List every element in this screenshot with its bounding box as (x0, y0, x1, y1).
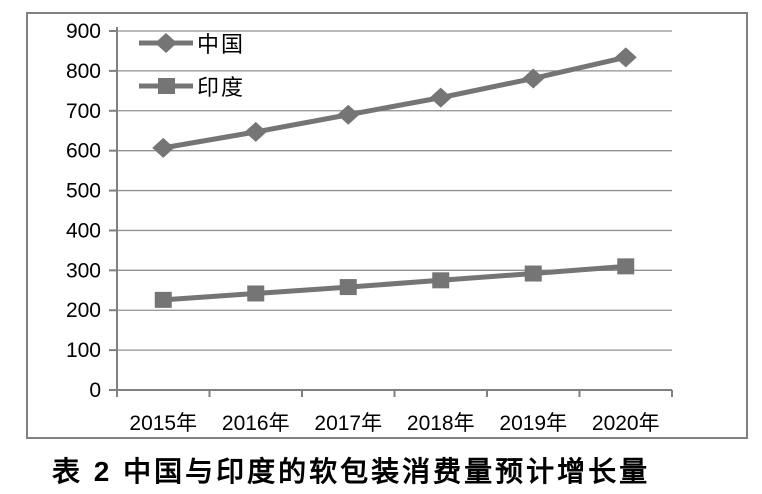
data-point-square (432, 272, 450, 289)
data-point-square (617, 258, 635, 275)
legend-label-china: 中国 (197, 32, 246, 57)
data-point-diamond (429, 87, 452, 108)
y-axis-label: 700 (66, 100, 101, 123)
diamond-marker-icon (139, 33, 193, 53)
data-point-diamond (522, 68, 545, 89)
legend-label-india: 印度 (197, 75, 246, 100)
y-axis-label: 800 (66, 60, 101, 83)
y-axis-label: 200 (66, 299, 101, 322)
data-point-square (154, 291, 172, 308)
y-axis-label: 500 (66, 180, 101, 203)
data-point-square (339, 279, 357, 296)
legend-item-china: 中国 (139, 30, 246, 57)
legend: 中国 印度 (139, 30, 246, 100)
y-axis-label: 400 (66, 219, 101, 242)
x-axis-label: 2018年 (407, 412, 475, 435)
legend-item-india: 印度 (139, 73, 246, 100)
y-axis-label: 100 (66, 339, 101, 362)
data-point-diamond (614, 47, 637, 68)
data-point-square (247, 285, 265, 302)
chart-frame (26, 12, 748, 439)
y-axis-label: 0 (89, 379, 101, 402)
x-axis-label: 2020年 (592, 412, 660, 435)
data-point-diamond (337, 104, 360, 125)
x-axis-label: 2016年 (222, 412, 290, 435)
y-axis-label: 600 (66, 140, 101, 163)
series-line-0 (160, 54, 629, 151)
figure-caption: 表 2 中国与印度的软包装消费量预计增长量 (52, 456, 651, 487)
y-axis-label: 900 (66, 20, 101, 43)
x-axis-label: 2019年 (499, 412, 567, 435)
y-axis-label: 300 (66, 259, 101, 282)
data-point-square (524, 265, 542, 282)
data-point-diamond (152, 137, 175, 158)
x-axis-label: 2015年 (129, 412, 197, 435)
square-marker-icon (139, 78, 193, 94)
x-axis-label: 2017年 (314, 412, 382, 435)
data-point-diamond (244, 121, 267, 142)
series-line-1 (160, 263, 629, 303)
